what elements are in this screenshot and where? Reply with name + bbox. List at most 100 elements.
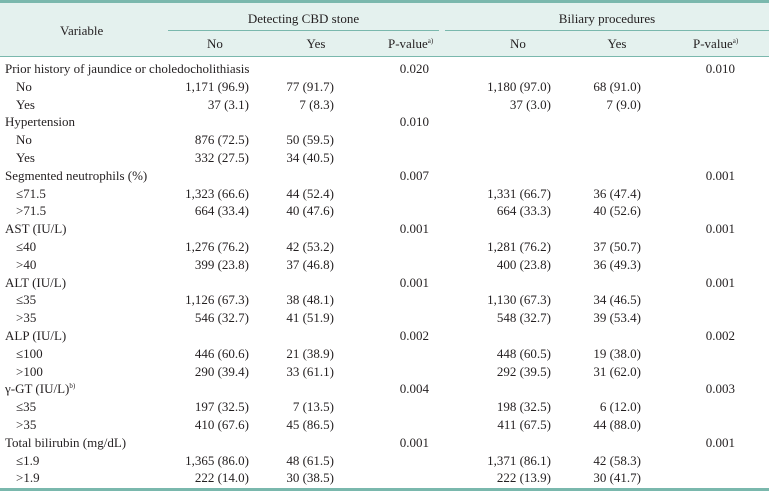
cell-no2: 411 (67.5)	[497, 417, 551, 432]
cell-yes2: 68 (91.0)	[593, 78, 641, 94]
cell-p2: 0.001	[705, 434, 735, 450]
cell-yes2: 7 (9.0)	[606, 96, 641, 112]
cell-no1: 1,126 (67.3)	[185, 292, 249, 308]
cell-no2: 1,130 (67.3)	[487, 292, 551, 308]
cell-yes1: 45 (86.5)	[286, 417, 334, 432]
cell-yes2: 37 (50.7)	[593, 239, 641, 254]
row-variable-label: AST (IU/L)	[5, 221, 67, 237]
cell-yes1: 44 (52.4)	[286, 185, 334, 201]
cell-p2: 0.002	[705, 328, 735, 343]
cell-p1: 0.020	[399, 61, 429, 76]
cell-no2: 400 (23.8)	[496, 256, 551, 272]
cell-yes2: 42 (58.3)	[593, 452, 641, 468]
cell-yes1: 30 (38.5)	[286, 470, 334, 486]
cell-p1: 0.010	[399, 114, 429, 130]
header-group-detecting-cbd-stone: Detecting CBD stone	[247, 11, 360, 26]
table-bottom-rule	[0, 488, 769, 491]
cell-p2: 0.001	[705, 167, 735, 183]
cell-no1: 546 (32.7)	[194, 310, 249, 326]
table-top-rule	[0, 0, 769, 3]
header-pvalue-1: P-valuea)	[388, 36, 434, 51]
cell-no1: 332 (27.5)	[194, 150, 249, 165]
cell-yes2: 6 (12.0)	[599, 399, 641, 415]
cell-yes2: 31 (62.0)	[593, 363, 641, 379]
cell-yes1: 37 (46.8)	[286, 256, 334, 272]
cell-yes2: 44 (88.0)	[593, 417, 641, 432]
cell-no2: 1,371 (86.1)	[487, 452, 551, 468]
cell-p2: 0.001	[705, 274, 735, 290]
cell-no1: 446 (60.6)	[194, 345, 249, 361]
cell-no2: 1,281 (76.2)	[487, 239, 551, 254]
cell-p1: 0.001	[399, 221, 429, 237]
cell-no1: 664 (33.4)	[194, 203, 249, 219]
cell-p1: 0.001	[399, 274, 429, 290]
cell-no1: 876 (72.5)	[194, 132, 249, 148]
cell-no2: 198 (32.5)	[496, 399, 551, 415]
cell-p1: 0.001	[399, 434, 429, 450]
header-yes-2: Yes	[607, 36, 627, 51]
header-pvalue-2: P-valuea)	[693, 36, 739, 51]
cell-yes2: 34 (46.5)	[593, 292, 641, 308]
row-sublabel: >100	[16, 363, 43, 379]
row-sublabel: ≤40	[16, 239, 37, 254]
row-variable-label: Segmented neutrophils (%)	[5, 167, 148, 183]
row-variable-label: Hypertension	[5, 114, 76, 130]
group1-underline	[168, 30, 439, 31]
cell-yes1: 50 (59.5)	[286, 132, 334, 148]
cell-p2: 0.010	[705, 61, 735, 76]
cell-no2: 448 (60.5)	[496, 345, 551, 361]
cell-no1: 1,171 (96.9)	[185, 78, 249, 94]
cell-no2: 1,331 (66.7)	[487, 185, 551, 201]
row-sublabel: ≤35	[16, 292, 37, 308]
cell-yes1: 42 (53.2)	[286, 239, 334, 254]
cell-no2: 37 (3.0)	[509, 96, 551, 112]
cell-yes1: 7 (8.3)	[299, 96, 334, 112]
cell-yes2: 39 (53.4)	[593, 310, 641, 326]
cell-yes1: 77 (91.7)	[286, 78, 334, 94]
cell-yes1: 48 (61.5)	[286, 452, 334, 468]
cell-p1: 0.002	[399, 328, 429, 343]
cell-yes1: 40 (47.6)	[286, 203, 334, 219]
cell-yes1: 21 (38.9)	[286, 345, 334, 361]
header-no-2: No	[510, 36, 526, 51]
cell-no2: 222 (13.9)	[496, 470, 551, 486]
cell-no2: 664 (33.3)	[496, 203, 551, 219]
header-separator	[0, 56, 769, 57]
header-group-biliary-procedures: Biliary procedures	[558, 11, 656, 26]
cell-no1: 1,276 (76.2)	[185, 239, 249, 254]
row-sublabel: Yes	[16, 96, 35, 112]
table-header	[0, 3, 769, 56]
cell-no1: 410 (67.6)	[194, 417, 249, 432]
cell-yes2: 36 (47.4)	[593, 185, 641, 201]
cell-yes2: 40 (52.6)	[593, 203, 641, 219]
row-variable-label: γ-GT (IU/L)b)	[5, 381, 76, 397]
row-variable-label: ALP (IU/L)	[5, 328, 67, 343]
header-yes-1: Yes	[306, 36, 326, 51]
row-sublabel: Yes	[16, 150, 35, 165]
row-sublabel: ≤35	[16, 399, 37, 415]
row-sublabel: >35	[16, 310, 37, 326]
cell-yes2: 30 (41.7)	[593, 470, 641, 486]
cell-yes1: 34 (40.5)	[286, 150, 334, 165]
cell-p2: 0.003	[705, 381, 735, 397]
header-no-1: No	[207, 36, 223, 51]
cell-no1: 1,323 (66.6)	[185, 185, 249, 201]
cell-no1: 37 (3.1)	[207, 96, 249, 112]
row-sublabel: No	[16, 132, 32, 148]
cell-no2: 1,180 (97.0)	[487, 78, 551, 94]
row-sublabel: ≤71.5	[16, 185, 46, 201]
cell-no2: 292 (39.5)	[496, 363, 551, 379]
cell-yes1: 41 (51.9)	[286, 310, 334, 326]
cell-yes1: 38 (48.1)	[286, 292, 334, 308]
row-sublabel: >71.5	[16, 203, 47, 219]
row-variable-label: Total bilirubin (mg/dL)	[5, 434, 127, 450]
row-sublabel: >40	[16, 256, 37, 272]
row-variable-label: ALT (IU/L)	[5, 274, 67, 290]
cell-yes1: 33 (61.1)	[286, 363, 334, 379]
cell-yes2: 19 (38.0)	[593, 345, 641, 361]
cell-p1: 0.007	[399, 167, 429, 183]
header-variable: Variable	[60, 23, 104, 38]
row-sublabel: >1.9	[16, 470, 40, 486]
row-variable-label: Prior history of jaundice or choledochol…	[5, 61, 250, 76]
